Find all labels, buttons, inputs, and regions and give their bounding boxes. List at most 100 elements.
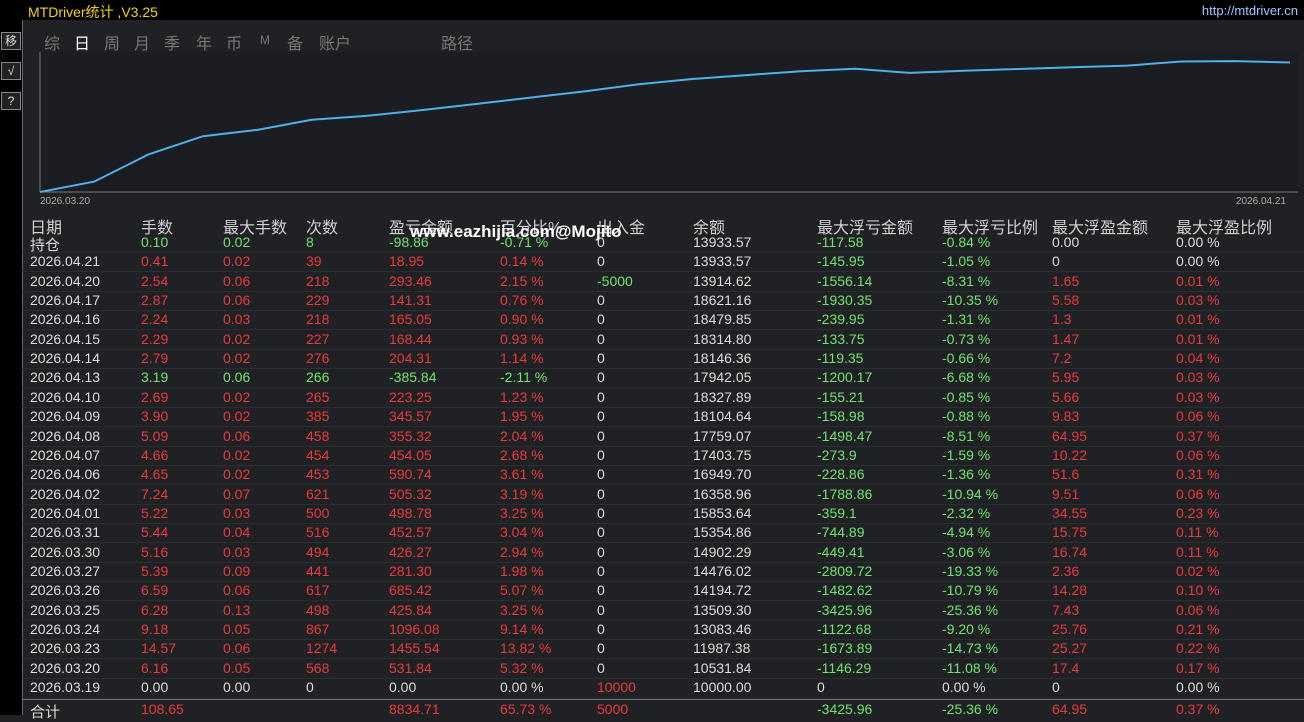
tab[interactable]: M	[260, 33, 270, 47]
table-cell: 0.03	[223, 311, 251, 328]
table-row: 2026.04.17 2.87 0.06 229 141.31 0.76 % 0 18621.…	[22, 291, 1304, 312]
table-cell: 13933.57	[693, 234, 752, 250]
table-cell: -449.41	[817, 543, 865, 560]
table-cell: 617	[306, 582, 330, 599]
row-label: 2026.04.07	[30, 446, 101, 463]
table-cell: 9.14 %	[500, 621, 544, 637]
table-cell: 0.00 %	[1176, 679, 1220, 696]
table-cell: 2.15 %	[500, 272, 544, 289]
table-cell: 531.84	[389, 659, 432, 676]
table-cell: 51.6	[1052, 466, 1080, 483]
table-cell: -0.66 %	[942, 350, 991, 367]
table-cell: 2.04 %	[500, 427, 544, 444]
table-cell: -119.35	[817, 350, 864, 367]
table-cell: 453	[306, 466, 330, 483]
table-row: 2026.03.19 0.00 0.00 0 0.00 0.00 % 10000 10000.…	[22, 678, 1304, 699]
table-cell: 0.00 %	[1176, 234, 1220, 250]
table-cell: 0.90 %	[500, 311, 544, 328]
table-cell: 2.79	[141, 350, 169, 367]
table-cell: 0	[817, 679, 825, 696]
table-cell: 3.19 %	[500, 485, 544, 502]
table-cell: 685.42	[389, 582, 432, 599]
table-cell: 0	[597, 601, 605, 618]
table-cell: 5.09	[141, 427, 169, 444]
tab[interactable]: 周	[104, 36, 121, 53]
column-header: 百分比%	[500, 220, 563, 237]
table-cell: 141.31	[389, 292, 432, 309]
table-cell: 276	[306, 350, 330, 367]
table-cell: 0	[597, 311, 605, 328]
table-cell: 0.02	[223, 408, 251, 425]
table-cell: 18314.80	[693, 330, 752, 347]
row-label: 2026.03.26	[30, 582, 101, 599]
table-cell: 39	[306, 253, 322, 270]
table-cell: 0.02	[223, 330, 251, 347]
row-label: 2026.04.15	[30, 330, 101, 347]
x-tick-label: 2026.03.20	[40, 196, 90, 207]
table-cell: 500	[306, 504, 330, 521]
table-cell: -3425.96	[817, 701, 873, 717]
table-cell: 14194.72	[693, 582, 752, 599]
table-cell: 0.07	[223, 485, 251, 502]
table-cell: 15853.64	[693, 504, 752, 521]
table-cell: 16949.70	[693, 466, 752, 483]
tab[interactable]: 日	[74, 36, 91, 53]
table-row: 2026.04.21 0.41 0.02 39 18.95 0.14 % 0 13933.57…	[22, 252, 1304, 273]
tab[interactable]: 币	[226, 36, 243, 53]
table-cell: 0.11 %	[1176, 543, 1219, 560]
row-label: 2026.04.17	[30, 292, 101, 309]
tab[interactable]: 年	[196, 36, 213, 53]
table-cell: 621	[306, 485, 330, 502]
table-cell: -25.36 %	[942, 601, 999, 618]
table-cell: 2.29	[141, 330, 169, 347]
table-cell: 14.57	[141, 640, 177, 657]
table-cell: -5000	[597, 272, 633, 289]
table-cell: -11.08 %	[942, 659, 997, 676]
table-cell: -359.1	[817, 504, 857, 521]
column-header: 日期	[30, 220, 63, 237]
table-cell: 13083.46	[693, 621, 752, 637]
table-cell: 426.27	[389, 543, 432, 560]
toolbar-button[interactable]: √	[1, 62, 21, 80]
table-cell: -9.20 %	[942, 621, 991, 637]
tab[interactable]: 综	[44, 36, 61, 53]
table-cell: 15354.86	[693, 524, 752, 541]
table-cell: -1788.86	[817, 485, 873, 502]
table-cell: 281.30	[389, 562, 432, 579]
table-cell: -1556.14	[817, 272, 873, 289]
table-row: 2026.03.30 5.16 0.03 494 426.27 2.94 % 0 14902.…	[22, 543, 1304, 563]
table-cell: 0.06 %	[1176, 601, 1220, 618]
column-header: 次数	[306, 220, 339, 237]
table-cell: 2.69	[141, 388, 169, 405]
table-cell: 18621.16	[693, 292, 752, 309]
table-cell: 0	[597, 253, 605, 270]
row-label: 2026.03.27	[30, 562, 101, 579]
tab[interactable]: 账户	[319, 36, 352, 53]
table-cell: 1455.54	[389, 640, 440, 657]
table-row: 2026.04.09 3.90 0.02 385 345.57 1.95 % 0 18104.…	[22, 407, 1304, 428]
table-cell: 204.31	[389, 350, 432, 367]
table-cell: 0	[597, 388, 605, 405]
tab[interactable]: 路径	[441, 36, 474, 53]
table-cell: 25.76	[1052, 621, 1088, 637]
column-header: 最大手数	[223, 220, 288, 237]
row-label: 2026.03.25	[30, 601, 101, 618]
column-header: 最大浮盈金额	[1052, 220, 1149, 237]
table-cell: 9.18	[141, 621, 169, 637]
table-cell: -1200.17	[817, 369, 873, 386]
table-cell: -1.31 %	[942, 311, 991, 328]
toolbar-button[interactable]: ?	[1, 92, 21, 110]
table-cell: 568	[306, 659, 330, 676]
table-cell: 3.90	[141, 408, 169, 425]
total-row: 合计 108.65 8834.71 65.73 % 5000 -3425.96 -25.36…	[22, 699, 1304, 721]
table-cell: 0.02	[223, 234, 251, 250]
table-cell: 18104.64	[693, 408, 752, 425]
tab[interactable]: 备	[287, 36, 304, 53]
table-cell: 385	[306, 408, 330, 425]
toolbar-button[interactable]: 移	[1, 32, 21, 50]
table-row: 2026.03.25 6.28 0.13 498 425.84 3.25 % 0 13509.…	[22, 601, 1304, 621]
tab[interactable]: 季	[164, 36, 181, 53]
url-link[interactable]: http://mtdriver.cn	[1201, 3, 1298, 18]
tab[interactable]: 月	[134, 36, 151, 53]
table-cell: 0.00 %	[1176, 253, 1220, 270]
